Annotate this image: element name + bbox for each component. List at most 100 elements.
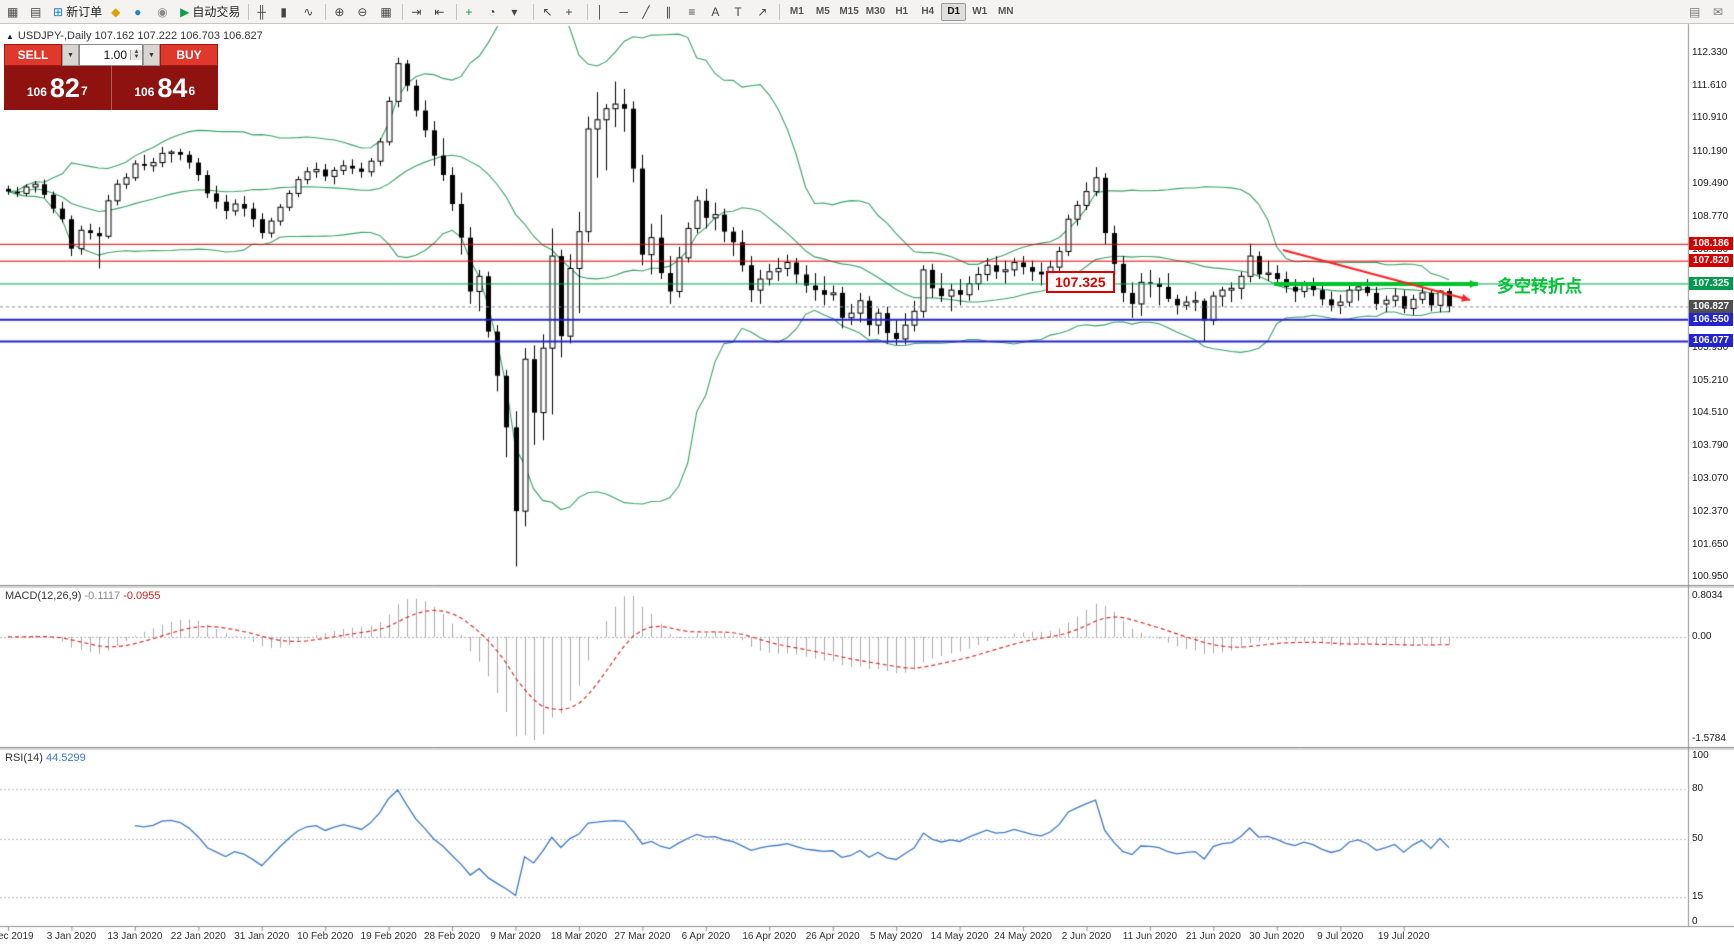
chart-bars-icon: ╫ <box>257 4 266 19</box>
timeframe-mn-button[interactable]: MN <box>993 3 1018 21</box>
timeframe-m15-button[interactable]: M15 <box>836 3 861 21</box>
arrows-tool-icon: ↗ <box>757 4 768 19</box>
horizontal-line-button[interactable]: ─ <box>615 2 637 22</box>
buy-button[interactable]: BUY <box>160 44 218 66</box>
toolbar-separator <box>779 3 781 20</box>
crosshair-button[interactable]: + <box>561 2 583 22</box>
profiles-button[interactable]: ▤ <box>26 2 48 22</box>
timeframe-m1-button[interactable]: M1 <box>784 3 809 21</box>
auto-scroll-button[interactable]: ⇥ <box>407 2 429 22</box>
trade-panel-prices: 106 82 7 106 84 6 <box>4 66 218 110</box>
fibonacci-button[interactable]: ≡ <box>684 2 706 22</box>
trade-panel-controls: SELL ▼ 1.00 ▲ ▼ ▼ BUY <box>4 44 218 66</box>
one-click-trade-panel: SELL ▼ 1.00 ▲ ▼ ▼ BUY 106 82 7 106 84 6 <box>4 44 218 110</box>
sell-button[interactable]: SELL <box>4 44 62 66</box>
sell-price[interactable]: 106 82 7 <box>4 66 112 110</box>
buy-price-pipette: 6 <box>188 84 196 98</box>
indicators-button[interactable]: + <box>461 2 483 22</box>
toolbar-separator <box>402 3 404 20</box>
cursor-icon: ↖ <box>542 4 553 19</box>
market-button[interactable]: ◆ <box>107 2 129 22</box>
sell-price-pips: 82 <box>49 73 80 103</box>
indicators-icon: + <box>465 4 473 19</box>
signals-icon: ● <box>134 4 142 19</box>
volume-up-icon[interactable]: ▲ <box>131 49 142 55</box>
tile-windows-icon: ▦ <box>380 4 392 19</box>
timeframe-m5-button[interactable]: M5 <box>810 3 835 21</box>
text-icon: A <box>711 4 720 19</box>
objects-list-button[interactable]: ▾ <box>507 2 529 22</box>
vertical-line-icon: │ <box>596 4 604 19</box>
timeframe-h1-button[interactable]: H1 <box>889 3 914 21</box>
equidistant-channel-icon: ∥ <box>665 4 672 19</box>
chart-shift-icon: ⇤ <box>434 4 445 19</box>
autotrading-button[interactable]: ▶ 自动交易 <box>176 2 244 22</box>
fibonacci-icon: ≡ <box>688 4 696 19</box>
vps-button[interactable]: ◉ <box>153 2 175 22</box>
equidistant-channel-button[interactable]: ∥ <box>661 2 683 22</box>
chart-shift-button[interactable]: ⇤ <box>430 2 452 22</box>
autotrading-icon: ▶ <box>180 4 190 19</box>
new-order-button[interactable]: ⊞ 新订单 <box>49 2 106 22</box>
vps-icon: ◉ <box>157 4 168 19</box>
market-icon: ◆ <box>111 4 121 19</box>
sell-dropdown-icon[interactable]: ▼ <box>62 44 79 66</box>
mail-icon: ✉ <box>1713 4 1724 19</box>
objects-list-icon: ▾ <box>511 4 518 19</box>
toolbar: ▦ ▤ ⊞ 新订单 ◆ ● ◉ ▶ 自动交易 ╫ ▮ ∿ ⊕ ⊖ ▦ ⇥ ⇤ + ◔ ▾ ↖ + │ ─ ╱ ∥ ≡ A T ↗ M1 M5 M… <box>0 0 1734 24</box>
sell-price-pipette: 7 <box>80 84 88 98</box>
toolbar-separator <box>456 3 458 20</box>
zoom-in-button[interactable]: ⊕ <box>330 2 352 22</box>
toolbar-separator <box>533 3 535 20</box>
zoom-out-icon: ⊖ <box>357 4 368 19</box>
news-button[interactable]: ▤ <box>1685 2 1707 22</box>
new-order-icon: ⊞ <box>53 4 64 19</box>
horizontal-line-icon: ─ <box>619 4 628 19</box>
chart-line-button[interactable]: ∿ <box>299 2 321 22</box>
timeframe-w1-button[interactable]: W1 <box>967 3 992 21</box>
mail-button[interactable]: ✉ <box>1709 2 1731 22</box>
volume-field[interactable]: 1.00 ▲ ▼ <box>79 44 143 66</box>
zoom-out-button[interactable]: ⊖ <box>353 2 375 22</box>
news-icon: ▤ <box>1689 4 1701 19</box>
new-order-label: 新订单 <box>66 5 103 19</box>
timeframe-m30-button[interactable]: M30 <box>863 3 888 21</box>
vertical-line-button[interactable]: │ <box>592 2 614 22</box>
timeframe-d1-button[interactable]: D1 <box>941 2 967 21</box>
trendline-button[interactable]: ╱ <box>638 2 660 22</box>
arrows-tool-button[interactable]: ↗ <box>753 2 775 22</box>
text-button[interactable]: A <box>707 2 729 22</box>
trendline-icon: ╱ <box>642 4 650 19</box>
buy-dropdown-icon[interactable]: ▼ <box>143 44 160 66</box>
new-chart-button[interactable]: ▦ <box>3 2 25 22</box>
volume-stepper[interactable]: ▲ ▼ <box>130 49 142 60</box>
signals-button[interactable]: ● <box>130 2 152 22</box>
auto-scroll-icon: ⇥ <box>411 4 422 19</box>
toolbar-separator <box>587 3 589 20</box>
buy-price-handle: 106 <box>134 85 155 99</box>
profiles-icon: ▤ <box>30 4 42 19</box>
volume-value[interactable]: 1.00 <box>103 48 127 62</box>
chart-candles-icon: ▮ <box>280 4 287 19</box>
chart-bars-button[interactable]: ╫ <box>253 2 275 22</box>
chart-candles-button[interactable]: ▮ <box>276 2 298 22</box>
toolbar-separator <box>325 3 327 20</box>
toolbar-right-group: ▤ ✉ <box>1685 2 1731 22</box>
volume-down-icon[interactable]: ▼ <box>131 54 142 60</box>
zoom-in-icon: ⊕ <box>334 4 345 19</box>
chart-line-icon: ∿ <box>303 4 314 19</box>
buy-price[interactable]: 106 84 6 <box>112 66 219 110</box>
tile-windows-button[interactable]: ▦ <box>376 2 398 22</box>
sell-price-handle: 106 <box>26 85 47 99</box>
cursor-button[interactable]: ↖ <box>538 2 560 22</box>
text-label-icon: T <box>734 4 742 19</box>
new-chart-icon: ▦ <box>7 4 19 19</box>
buy-price-pips: 84 <box>157 73 188 103</box>
cycles-button[interactable]: ◔ <box>484 2 506 22</box>
autotrading-label: 自动交易 <box>192 5 241 19</box>
text-label-button[interactable]: T <box>730 2 752 22</box>
toolbar-separator <box>248 3 250 20</box>
timeframe-h4-button[interactable]: H4 <box>915 3 940 21</box>
